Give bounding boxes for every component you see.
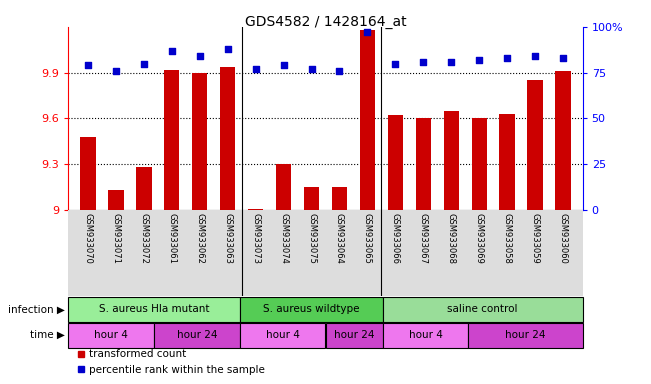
Bar bbox=[80, 137, 96, 210]
Text: GSM933069: GSM933069 bbox=[475, 213, 484, 263]
Point bbox=[502, 55, 512, 61]
Point bbox=[279, 62, 289, 68]
Point bbox=[251, 66, 261, 72]
Text: S. aureus wildtype: S. aureus wildtype bbox=[263, 304, 359, 314]
Point bbox=[446, 59, 456, 65]
Bar bbox=[332, 187, 347, 210]
Text: GSM933070: GSM933070 bbox=[83, 213, 92, 263]
Bar bbox=[383, 297, 583, 322]
Text: GSM933072: GSM933072 bbox=[139, 213, 148, 263]
Bar bbox=[415, 118, 431, 210]
Bar bbox=[240, 297, 383, 322]
Text: GSM933073: GSM933073 bbox=[251, 213, 260, 264]
Point bbox=[334, 68, 344, 74]
Text: saline control: saline control bbox=[447, 304, 518, 314]
Bar bbox=[192, 73, 208, 210]
Point bbox=[167, 48, 177, 54]
Text: GSM933075: GSM933075 bbox=[307, 213, 316, 263]
Text: GSM933067: GSM933067 bbox=[419, 213, 428, 264]
Bar bbox=[304, 187, 319, 210]
Bar bbox=[108, 190, 124, 210]
Point bbox=[195, 53, 205, 59]
Text: S. aureus Hla mutant: S. aureus Hla mutant bbox=[99, 304, 210, 314]
Bar bbox=[468, 323, 583, 348]
Text: GSM933066: GSM933066 bbox=[391, 213, 400, 264]
Point bbox=[418, 59, 428, 65]
Text: GSM933074: GSM933074 bbox=[279, 213, 288, 263]
Text: hour 24: hour 24 bbox=[334, 330, 374, 340]
Bar bbox=[443, 111, 459, 210]
Text: GSM933071: GSM933071 bbox=[111, 213, 120, 263]
Point bbox=[83, 62, 93, 68]
Bar bbox=[136, 167, 152, 210]
Bar bbox=[240, 323, 326, 348]
Legend: transformed count, percentile rank within the sample: transformed count, percentile rank withi… bbox=[74, 345, 270, 379]
Point bbox=[390, 60, 400, 66]
Point bbox=[111, 68, 121, 74]
Text: GSM933060: GSM933060 bbox=[559, 213, 568, 263]
Text: GSM933063: GSM933063 bbox=[223, 213, 232, 264]
Text: GSM933065: GSM933065 bbox=[363, 213, 372, 263]
Text: hour 4: hour 4 bbox=[409, 330, 443, 340]
Text: hour 4: hour 4 bbox=[266, 330, 299, 340]
Point bbox=[474, 57, 484, 63]
Point bbox=[558, 55, 568, 61]
Bar bbox=[555, 71, 571, 210]
Bar bbox=[220, 66, 236, 210]
Text: GSM933068: GSM933068 bbox=[447, 213, 456, 264]
Bar bbox=[383, 323, 468, 348]
Text: GSM933059: GSM933059 bbox=[531, 213, 540, 263]
Point bbox=[223, 46, 233, 52]
Text: GSM933064: GSM933064 bbox=[335, 213, 344, 263]
Text: GSM933061: GSM933061 bbox=[167, 213, 176, 263]
Text: infection ▶: infection ▶ bbox=[8, 304, 65, 314]
Bar bbox=[154, 323, 240, 348]
Bar bbox=[248, 209, 263, 210]
Bar bbox=[471, 118, 487, 210]
Bar bbox=[527, 80, 543, 210]
Text: hour 4: hour 4 bbox=[94, 330, 128, 340]
Text: GDS4582 / 1428164_at: GDS4582 / 1428164_at bbox=[245, 15, 406, 29]
Text: time ▶: time ▶ bbox=[30, 330, 65, 340]
Point bbox=[530, 53, 540, 59]
Bar bbox=[164, 70, 180, 210]
Bar bbox=[276, 164, 291, 210]
Text: GSM933058: GSM933058 bbox=[503, 213, 512, 263]
Point bbox=[139, 60, 149, 66]
Bar bbox=[326, 323, 383, 348]
Point bbox=[307, 66, 317, 72]
Bar bbox=[388, 116, 403, 210]
Text: hour 24: hour 24 bbox=[176, 330, 217, 340]
Bar bbox=[68, 297, 240, 322]
Bar bbox=[499, 114, 515, 210]
Bar bbox=[360, 30, 375, 210]
Text: GSM933062: GSM933062 bbox=[195, 213, 204, 263]
Point bbox=[362, 29, 372, 35]
Text: hour 24: hour 24 bbox=[505, 330, 546, 340]
Bar bbox=[68, 323, 154, 348]
